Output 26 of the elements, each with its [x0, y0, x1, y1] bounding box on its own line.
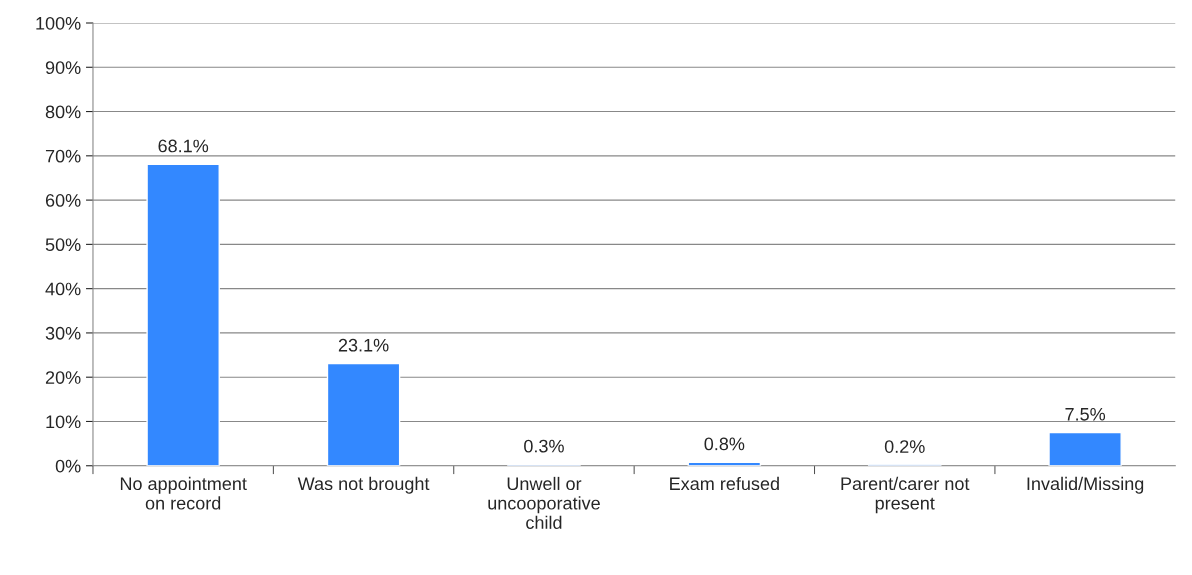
data-label: 0.2% — [884, 440, 925, 453]
y-tick-label: 70% — [45, 149, 81, 163]
data-label: 23.1% — [338, 338, 389, 352]
x-tick-label: Invalid/Missing — [1027, 476, 1144, 494]
data-label: 0.3% — [524, 439, 564, 453]
x-tick-label: Was not brought — [297, 476, 430, 494]
data-label: 0.8% — [704, 437, 745, 451]
y-tick-label: 100% — [36, 16, 81, 30]
bar — [326, 362, 401, 466]
data-label: 68.1% — [158, 139, 209, 153]
y-tick-label: 10% — [46, 415, 81, 429]
y-tick-label: 0% — [55, 459, 81, 473]
y-tick-label: 40% — [45, 282, 81, 296]
y-tick-label: 60% — [45, 194, 81, 207]
y-tick-label: 80% — [45, 105, 81, 119]
y-tick-label: 20% — [45, 371, 81, 384]
data-label: 7.5% — [1065, 407, 1106, 421]
bar — [146, 163, 220, 466]
x-tick-label: Exam refused — [670, 476, 779, 491]
bar — [1048, 431, 1122, 466]
x-tick-label: Parent/carer not present — [841, 476, 970, 514]
y-tick-label: 30% — [45, 326, 81, 340]
x-tick-label: Unwell or uncooporative child — [488, 476, 600, 530]
y-tick-label: 50% — [45, 238, 81, 252]
y-tick-label: 90% — [45, 61, 81, 74]
x-tick-label: No appointment on record — [120, 476, 247, 510]
